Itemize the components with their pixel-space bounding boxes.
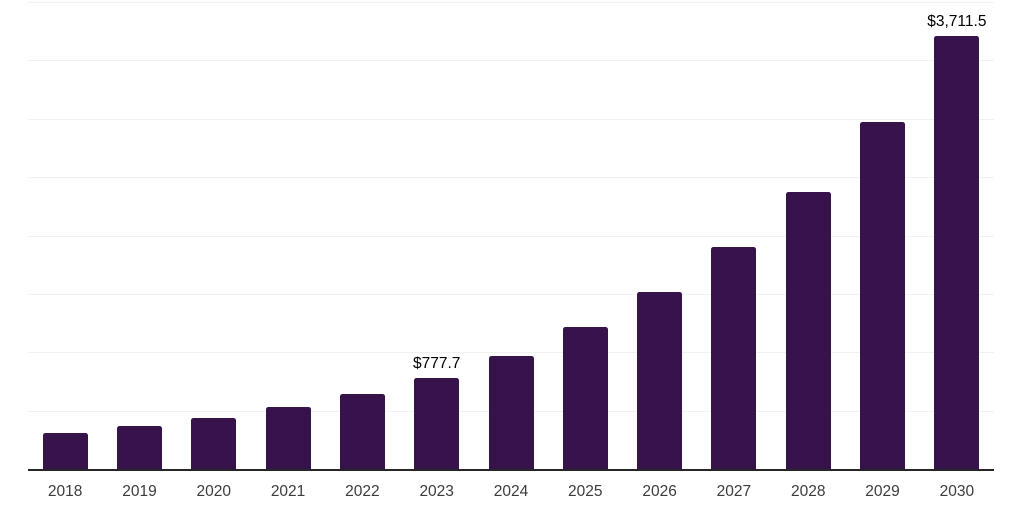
bar-2022[interactable] bbox=[339, 393, 385, 470]
gridline-1000 bbox=[28, 352, 994, 354]
x-axis-label-2030: 2030 bbox=[939, 483, 975, 500]
x-axis-label-2019: 2019 bbox=[122, 483, 157, 500]
bar-2024[interactable] bbox=[488, 355, 534, 470]
gridline-2500 bbox=[28, 177, 994, 179]
bar-2021[interactable] bbox=[265, 407, 311, 470]
bar-2029[interactable] bbox=[860, 122, 906, 470]
gridline-3000 bbox=[28, 118, 994, 120]
x-axis-label-2021: 2021 bbox=[270, 483, 306, 500]
x-axis-label-2018: 2018 bbox=[47, 483, 83, 500]
gridline-2000 bbox=[28, 235, 994, 237]
x-axis-label-2022: 2022 bbox=[345, 483, 380, 500]
bar-2026[interactable] bbox=[637, 291, 683, 470]
x-axis-label-2029: 2029 bbox=[865, 483, 900, 500]
bar-value-label-2023: $777.7 bbox=[412, 355, 461, 373]
x-axis-line bbox=[28, 469, 994, 471]
bar-2027[interactable] bbox=[711, 247, 757, 470]
x-axis-label-2028: 2028 bbox=[790, 483, 826, 500]
x-axis-label-2026: 2026 bbox=[642, 483, 677, 500]
bar-2028[interactable] bbox=[785, 191, 831, 470]
bar-value-label-2030: $3,711.5 bbox=[927, 12, 987, 30]
bar-2030[interactable] bbox=[934, 35, 980, 470]
gridline-4000 bbox=[28, 2, 994, 3]
bar-2023[interactable] bbox=[414, 378, 460, 470]
gridline-1500 bbox=[28, 293, 994, 295]
x-axis-label-2027: 2027 bbox=[716, 483, 752, 500]
x-axis-label-2025: 2025 bbox=[568, 483, 603, 500]
x-axis-label-2023: 2023 bbox=[419, 483, 454, 500]
bar-2020[interactable] bbox=[191, 417, 237, 470]
gridline-3500 bbox=[28, 60, 994, 62]
bar-2025[interactable] bbox=[562, 327, 608, 470]
bar-2019[interactable] bbox=[116, 425, 162, 470]
x-axis-label-2024: 2024 bbox=[493, 483, 529, 500]
x-axis-label-2020: 2020 bbox=[196, 483, 231, 500]
bar-2018[interactable] bbox=[42, 432, 88, 470]
